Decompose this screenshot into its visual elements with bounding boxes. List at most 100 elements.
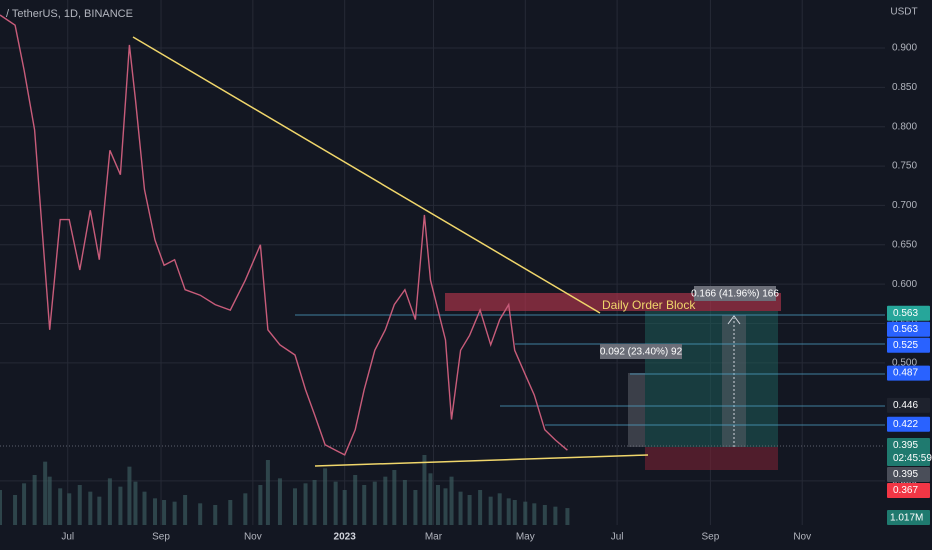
time-axis [0,525,885,550]
volume-bar [512,500,517,525]
price-tag-label: 0.367 [893,485,918,496]
volume-tag [887,510,930,525]
volume-bar [142,491,147,525]
volume-bar [392,470,397,525]
volume-bar [488,496,493,525]
y-tick-label: 0.850 [892,82,917,93]
loss-zone [645,447,778,470]
volume-bar [243,493,248,525]
x-tick-label: May [516,532,535,543]
volume-bar [312,480,317,525]
price-tag-label: 0.446 [893,400,918,411]
volume-bar [258,485,263,525]
volume-bar [497,493,502,525]
volume-bar [97,496,102,525]
measure-box [628,373,645,447]
price-line [0,14,568,456]
volume-bar [435,485,440,525]
volume-bar [342,490,347,525]
y-tick-label: 0.900 [892,43,917,54]
price-tag-label: 0.487 [893,368,918,379]
volume-bar [293,488,297,525]
volume-bar [43,461,48,525]
price-tag-label: 0.395 [893,440,918,451]
volume-bar [383,476,388,525]
profit-zone [645,311,778,447]
price-tag [887,416,930,432]
volume-bar [133,481,138,525]
volume-tag-label: 1.017M [890,513,923,524]
x-tick-label: Jul [61,532,74,543]
volume-bar [428,473,433,525]
volume-bar [362,485,367,525]
volume-bar [13,495,18,525]
volume-bar [183,495,188,525]
price-tag [887,305,930,321]
volume-bar [172,501,177,525]
x-tick-label: 2023 [334,532,357,543]
price-tag-label: 0.525 [893,340,918,351]
y-tick-label: 0.600 [892,279,917,290]
volume-bar [458,491,463,525]
countdown: 02:45:59 [893,453,932,464]
volume [0,455,570,525]
volume-bar [353,475,358,525]
measure-arrow [727,315,741,325]
volume-bar [213,505,218,525]
currency: USDT [890,7,917,18]
x-tick-label: Nov [793,532,811,543]
y-tick-label: 0.800 [892,121,917,132]
volume-bar [449,476,454,525]
volume-bar [47,476,52,525]
annotation: Daily Order Block [602,298,696,312]
x-tick-label: Sep [702,532,720,543]
price-tag [887,397,930,413]
volume-bar [422,455,427,525]
x-tick-label: Nov [244,532,262,543]
volume-bar [198,503,203,525]
trend-line [132,36,601,314]
volume-bar [402,480,407,525]
volume-bar [22,483,27,525]
volume-bar [323,468,328,525]
axes: 0.9000.8500.8000.7500.7000.6500.6000.550… [61,43,932,543]
y-tick-label: 0.650 [892,239,917,250]
volume-bar [443,488,448,525]
trend-line [314,454,649,467]
volume-bar [153,498,158,525]
label-bg [694,286,776,301]
price-tag [887,467,930,483]
x-tick-label: Mar [425,532,443,543]
volume-bar [506,498,511,525]
y-tick-label: 0.500 [892,357,917,368]
price-tag-label: 0.563 [893,308,918,319]
volume-bar [303,483,308,525]
volume-bar [372,481,377,525]
volume-bar [333,481,338,525]
annotation: 0.166 (41.96%) 166 [691,289,779,300]
price-tag [887,365,930,381]
volume-bar [523,501,528,525]
price-tag [887,321,930,337]
volume-bar [77,485,82,525]
price-tag-label: 0.563 [893,324,918,335]
volume-bar [532,503,537,525]
y-tick-label: 0.700 [892,200,917,211]
volume-bar [118,486,123,525]
volume-bar [58,488,63,525]
volume-bar [228,500,233,525]
volume-bar [67,493,72,525]
volume-bar [0,490,2,525]
volume-bar [542,505,547,525]
x-tick-label: Jul [611,532,624,543]
volume-bar [553,506,558,525]
price-tag [887,337,930,353]
series [0,14,568,456]
volume-bar [565,508,570,525]
volume-bar [478,490,483,525]
price-tag-label: 0.395 [893,469,918,480]
volume-bar [32,475,37,525]
price-tag-label: 0.422 [893,419,918,430]
